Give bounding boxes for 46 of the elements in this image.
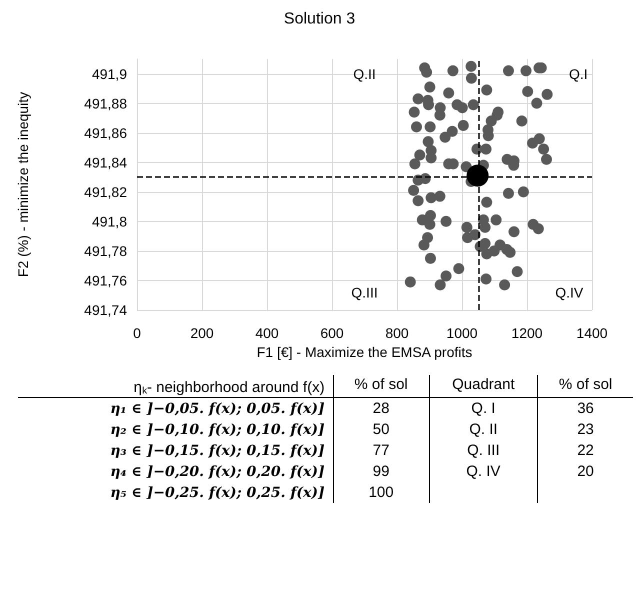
text: η₂ ∈ ]−0,10. f(x); 0,10. f(x)] xyxy=(109,420,326,440)
y-tick-label: 491,78 xyxy=(84,242,128,259)
category-label: ηₖ- neighborhood around f(x) xyxy=(18,375,334,398)
text: Q. III xyxy=(429,440,538,461)
x-tick-label: 200 xyxy=(190,325,214,341)
text: 50 xyxy=(333,419,430,440)
text: η₃ ∈ ]−0,15. f(x); 0,15. f(x)] xyxy=(109,442,326,460)
x-tick-label: 400 xyxy=(255,325,279,341)
x-tick-label: 800 xyxy=(385,325,409,341)
y-tick-label: 491,84 xyxy=(84,154,128,170)
text: Q. I xyxy=(429,398,538,419)
text: Q. IV xyxy=(429,461,538,482)
text: 23 xyxy=(538,419,633,440)
category-label: % of sol xyxy=(538,375,633,398)
x-tick-label: 0 xyxy=(133,325,142,341)
text: 77 xyxy=(333,440,430,461)
annotation: Q.II xyxy=(353,66,376,82)
annotation: Q.III xyxy=(351,284,378,300)
text: 22 xyxy=(538,440,633,461)
annotation: Q.IV xyxy=(555,284,584,300)
category-label: Quadrant xyxy=(429,375,538,398)
text: η₁ ∈ ]−0,05. f(x); 0,05. f(x)] xyxy=(109,400,326,418)
y-tick-label: 491,88 xyxy=(84,95,128,112)
text: 99 xyxy=(333,461,430,482)
category-label: % of sol xyxy=(333,375,430,398)
text: 28 xyxy=(333,398,430,419)
text: η₅ ∈ ]−0,25. f(x); 0,25. f(x)] xyxy=(109,484,326,502)
x-tick-label: 1200 xyxy=(511,325,543,341)
chart-title: Solution 3 xyxy=(284,10,356,28)
y-tick-label: 491,8 xyxy=(92,213,128,230)
y-axis-title: F2 (%) - minimize the inequity xyxy=(15,92,31,278)
x-tick-label: 600 xyxy=(320,325,344,341)
y-tick-label: 491,86 xyxy=(84,124,128,141)
text: η₄ ∈ ]−0,20. f(x); 0,20. f(x)] xyxy=(109,462,326,482)
text: 36 xyxy=(538,398,633,419)
x-tick-label: 1400 xyxy=(576,325,608,341)
y-tick-label: 491,9 xyxy=(92,66,128,82)
y-tick-label: 491,82 xyxy=(84,184,128,200)
text: 20 xyxy=(538,461,633,482)
y-tick-label: 491,74 xyxy=(84,302,128,318)
x-axis-title: F1 [€] - Maximize the EMSA profits xyxy=(256,344,472,360)
text: 100 xyxy=(333,482,430,503)
x-tick-label: 1000 xyxy=(446,325,478,341)
y-tick-label: 491,76 xyxy=(84,272,128,288)
annotation: Q.I xyxy=(569,66,588,82)
text: Q. II xyxy=(429,419,538,440)
